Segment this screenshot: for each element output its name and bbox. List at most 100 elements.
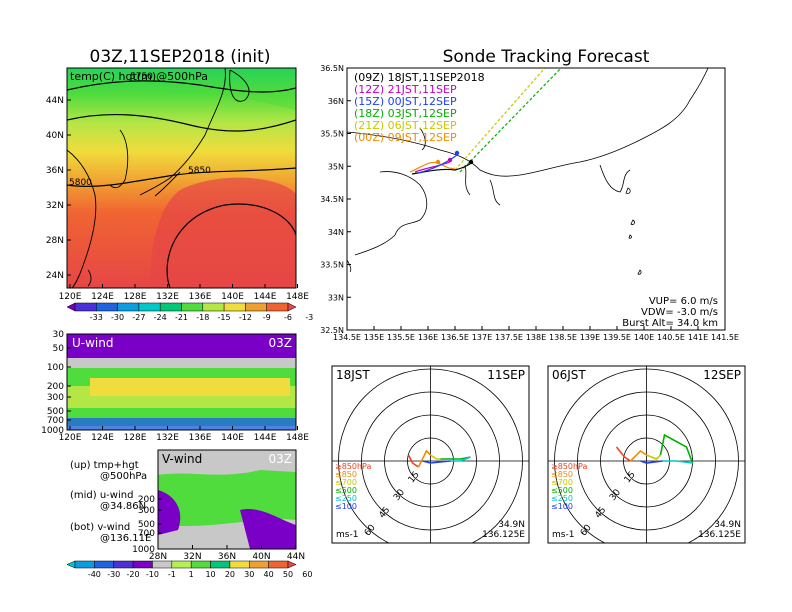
uwind-lon-tick-label: 140E [221,433,244,443]
colorbar-label: -33 [90,313,103,322]
trajectory-green [459,68,562,173]
contour-label-5750: 5750 [130,72,153,82]
main-title: 03Z,11SEP2018 (init) [90,47,271,67]
launch-legend-item: (12Z) 21JST,11SEP [354,83,457,96]
colorbar-cell [66,302,76,312]
hodograph-unit: ms-1 [336,530,358,540]
colorbar-label: 10 [205,570,215,579]
burst-point-purple [447,157,453,163]
uwind-p-tick-label: 200 [47,382,64,392]
colorbar-label: -27 [132,313,145,322]
hodograph-trace [629,449,647,462]
japan-coastline [139,68,226,197]
track-lat-tick-label: 34.5N [320,195,344,204]
track-lat-tick-label: 32.5N [320,326,344,335]
uwind-lon-tick-label: 124E [91,433,114,443]
hodograph-lon: 136.125E [482,530,525,540]
hodograph-frame [331,365,530,544]
honshu-coastline [347,68,709,177]
pressure-legend-item: ≤700 [335,478,357,487]
launch-legend-item: (00Z) 09JST,12SEP [354,131,457,144]
hodograph-trace [450,456,471,462]
temperature-map: 5750 5850 5800 [67,68,296,288]
china-coastline [67,149,97,288]
colorbar-cell [159,302,182,312]
colorbar-label: -18 [196,313,209,322]
uwind-lon-tick-label: 144E [254,433,277,443]
uwind-p-tick-label: 300 [47,393,64,403]
uwind-jet-core [90,378,290,396]
track-lon-tick-label: 136E [418,333,438,342]
colorbar-label: -15 [218,313,231,322]
hodograph-trace [430,454,441,460]
uwind-panel: U-wind 03Z [66,333,297,431]
panel-notes: (up) tmp+hgt@500hPa (mid) u-wind@34.86N (b… [70,460,151,544]
colorbar-label: -21 [175,313,188,322]
colorbar-label: 20 [225,570,235,579]
note-line1: (up) tmp+hgt [70,460,139,471]
vwind-p-tick-label: 500 [138,520,155,530]
track-lon-tick-label: 141E [688,333,708,342]
colorbar-cell [138,302,161,312]
pressure-legend-item: ≤100 [335,502,357,511]
colorbar-cell [113,560,134,569]
colorbar-cell [117,302,140,312]
temp-lon-tick-label: 120E [59,292,82,302]
colorbar-cell [287,302,297,312]
colorbar-label: -30 [111,313,124,322]
uwind-field-surface [67,418,296,430]
hodograph-trace [659,433,694,464]
hodograph-lon: 136.125E [698,530,741,540]
height-contour-5850 [67,167,296,187]
vwind-title: V-wind [162,452,202,466]
note-line2: @136.11E [100,533,151,544]
colorbar-label: -10 [146,570,159,579]
colorbar-label: -12 [239,313,252,322]
temp-lon-tick-label: 144E [254,292,277,302]
track-lat-tick-label: 33N [328,293,344,302]
hodograph-time: 06JST [552,368,586,382]
hokkaido-coastline [229,69,250,102]
track-lon-tick-label: 140.5E [657,333,685,342]
vwind-p-tick-label: 1000 [132,545,155,555]
tracking-title: Sonde Tracking Forecast [443,47,650,67]
uwind-p-tick-label: 500 [47,407,64,417]
launch-legend-item: (18Z) 03JST,12SEP [354,107,457,120]
burst-point-black [468,159,474,165]
launch-legend: (09Z) 18JST,11SEP2018(12Z) 21JST,11SEP(1… [354,71,485,144]
colorbar-label: -40 [88,570,101,579]
colorbar-label: -9 [263,313,271,322]
track-lon-tick-label: 135E [364,333,384,342]
burst-alt-text: Burst Alt= 34.0 km [622,318,718,329]
hodograph-trace [422,460,451,464]
trajectory-cluster-blue [417,154,458,174]
hodograph-unit: ms-1 [552,530,574,540]
pressure-legend-item: ≤850 [335,470,357,479]
height-contour-5800 [67,113,296,132]
colorbar-cell [96,302,118,312]
uwind-field-top [67,334,296,358]
pressure-legend-item: ≤500 [335,486,357,495]
colorbar-label: -20 [127,570,140,579]
colorbar-label: -30 [107,570,120,579]
colorbar-cell [202,302,225,312]
pressure-legend-item: ≥850hPa [335,462,372,471]
vwind-lat-tick-label: 40N [252,552,270,562]
temperature-overlay-label: temp(C) hgt(m)@500hPa [70,70,208,83]
track-lat-tick-label: 33.5N [320,261,344,270]
uwind-lon-tick-label: 128E [124,433,147,443]
colorbar-label: -6 [284,313,292,322]
uwind-p-tick-label: 30 [53,330,65,340]
kii-peninsula-coastline [347,171,428,273]
wind-colorbar [66,560,297,569]
track-lon-tick-label: 136.5E [441,333,469,342]
note-line2: @34.86N [100,501,146,512]
uwind-time: 03Z [269,336,293,350]
uwind-p-tick-label: 100 [47,363,64,373]
colorbar-cell [181,302,204,312]
track-lat-tick-label: 36N [328,97,344,106]
